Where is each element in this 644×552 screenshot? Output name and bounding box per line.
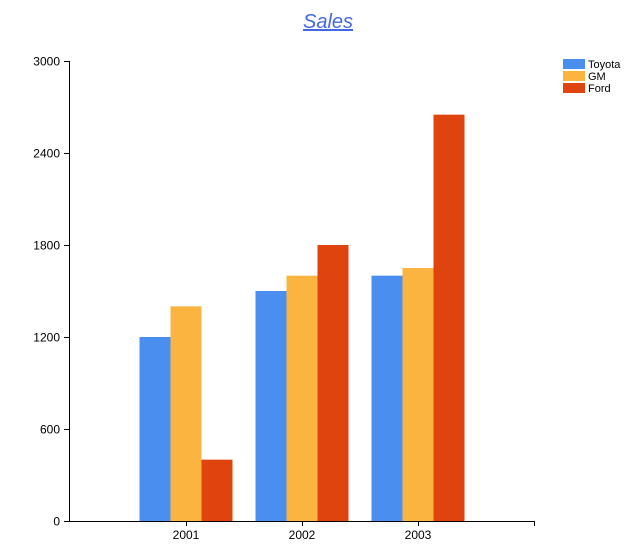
- bar-toyota-2003: [371, 275, 403, 521]
- y-tick-label: 1800: [33, 239, 60, 253]
- y-tick-label: 0: [53, 515, 60, 529]
- bar-toyota-2001: [139, 337, 171, 521]
- x-tick-label: 2001: [173, 528, 200, 542]
- legend-swatch-gm: [563, 71, 585, 81]
- bar-toyota-2002: [255, 291, 287, 521]
- bar-gm-2001: [170, 306, 202, 521]
- bar-ford-2002: [317, 245, 349, 521]
- legend-swatch-ford: [563, 83, 585, 93]
- legend-label-gm: GM: [588, 71, 606, 83]
- y-ticks-group: 0 600 1200 1800 2400 3000: [33, 55, 70, 529]
- x-ticks-group: 2001 2002 2003: [173, 521, 432, 542]
- bar-gm-2002: [286, 275, 318, 521]
- y-tick-label: 1200: [33, 331, 60, 345]
- x-tick-label: 2002: [289, 528, 316, 542]
- y-tick-label: 2400: [33, 147, 60, 161]
- bar-ford-2003: [433, 114, 465, 522]
- legend-label-ford: Ford: [588, 83, 611, 95]
- x-tick-label: 2003: [405, 528, 432, 542]
- y-tick-label: 600: [40, 423, 60, 437]
- y-tick-label: 3000: [33, 55, 60, 69]
- bar-gm-2003: [402, 268, 434, 521]
- bars-group: [139, 114, 465, 522]
- legend-swatch-toyota: [563, 59, 585, 69]
- chart-title: Sales: [303, 11, 353, 33]
- bar-ford-2001: [201, 459, 233, 521]
- legend-label-toyota: Toyota: [588, 59, 621, 71]
